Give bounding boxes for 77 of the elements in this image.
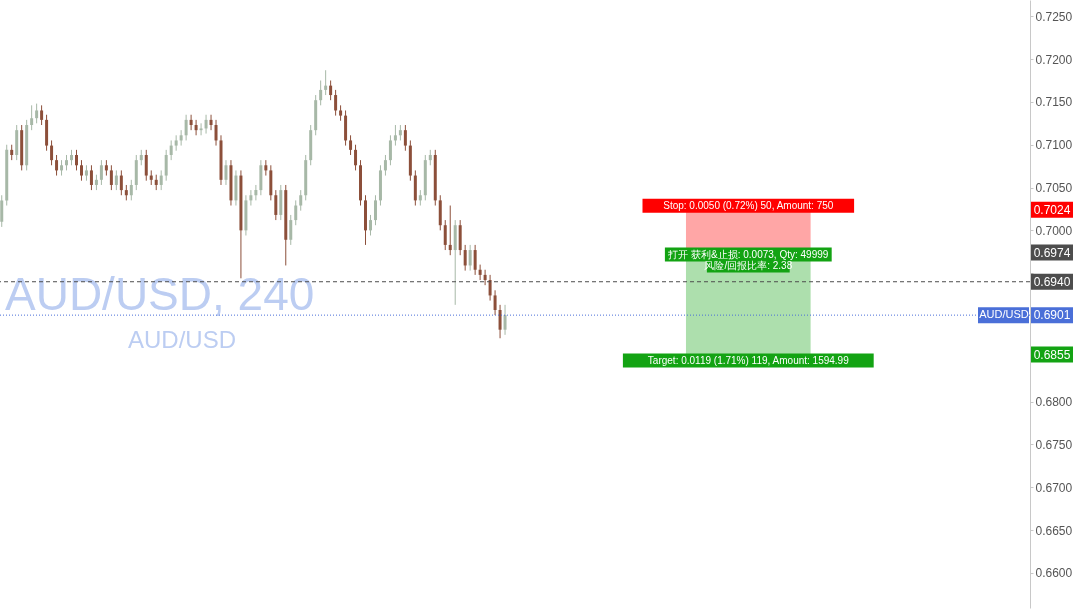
candlestick — [0, 194, 4, 228]
y-tick-label: 0.7200 — [1035, 52, 1073, 67]
candlestick — [109, 164, 113, 191]
candlestick — [498, 304, 502, 339]
candlestick — [388, 134, 392, 166]
candlestick — [194, 119, 198, 136]
candlestick — [493, 289, 497, 316]
candlestick — [383, 154, 387, 177]
candlestick — [164, 149, 168, 182]
annotation: Stop: 0.0050 (0.72%) 50, Amount: 750 — [663, 199, 834, 211]
text: AUD/USD, 240 — [5, 268, 315, 320]
text: AUD/USD — [128, 326, 237, 353]
candlestick — [478, 264, 482, 281]
candlestick — [473, 244, 477, 276]
candlestick — [254, 184, 258, 201]
candlestick — [393, 124, 397, 147]
y-tick-label: 0.7250 — [1035, 9, 1073, 24]
y-tick-label: 0.7050 — [1035, 181, 1073, 196]
candlestick — [144, 149, 148, 182]
candlestick — [488, 274, 492, 302]
candlestick — [55, 154, 59, 177]
candlestick — [159, 169, 163, 191]
candlestick — [443, 219, 447, 251]
annotation: 0.6940 — [1033, 274, 1071, 289]
candlestick — [329, 80, 333, 101]
y-tick-label: 0.7150 — [1035, 95, 1073, 110]
candlestick — [334, 89, 338, 117]
candlestick — [89, 164, 93, 191]
candlestick — [373, 194, 377, 226]
candlestick — [40, 104, 44, 126]
candlestick — [483, 269, 487, 286]
candlestick — [349, 134, 353, 156]
candlestick — [30, 104, 34, 131]
annotation: Target: 0.0119 (1.71%) 119, Amount: 1594.99 — [647, 354, 850, 366]
y-tick-label: 0.6650 — [1035, 523, 1073, 538]
y-tick-label: 0.7000 — [1035, 223, 1073, 238]
candlestick — [299, 189, 303, 212]
candlestick — [189, 114, 193, 131]
candlestick — [50, 139, 54, 166]
y-tick-label: 0.6700 — [1035, 480, 1073, 495]
candlestick — [214, 119, 218, 147]
candlestick — [169, 139, 173, 161]
candlestick — [503, 304, 507, 336]
ref-line-label: AUD/USD — [979, 308, 1029, 321]
candlestick — [448, 205, 452, 256]
candlestick — [319, 80, 323, 106]
candlestick — [289, 214, 293, 246]
candlestick — [224, 159, 228, 186]
candlestick — [209, 114, 213, 131]
candlestick — [35, 103, 39, 124]
candlestick — [204, 114, 208, 135]
candlestick — [184, 114, 188, 141]
candlestick — [74, 149, 78, 171]
candlestick — [403, 124, 407, 152]
candlestick — [463, 244, 467, 272]
candlestick — [324, 69, 328, 96]
candlestick — [129, 179, 133, 201]
y-tick-label: 0.6600 — [1035, 566, 1073, 581]
annotation: 0.7024 — [1033, 202, 1071, 217]
candlestick — [468, 244, 472, 272]
annotation: 0.6901 — [1033, 308, 1071, 323]
y-tick-label: 0.6800 — [1035, 395, 1073, 410]
candlestick — [354, 144, 358, 171]
candlestick — [294, 199, 298, 226]
y-tick-label: 0.7100 — [1035, 138, 1073, 153]
annotation: 0.6855 — [1033, 347, 1071, 362]
candlestick — [274, 189, 278, 221]
candlestick — [368, 214, 372, 236]
candlestick — [119, 169, 123, 196]
candlestick — [249, 189, 253, 207]
candlestick — [79, 159, 83, 182]
candlestick — [99, 159, 103, 186]
candlestick — [114, 169, 118, 191]
y-tick-label: 0.6750 — [1035, 437, 1073, 452]
candlestick — [179, 129, 183, 147]
annotation: 0.6974 — [1033, 245, 1071, 260]
candlestick — [199, 122, 203, 136]
